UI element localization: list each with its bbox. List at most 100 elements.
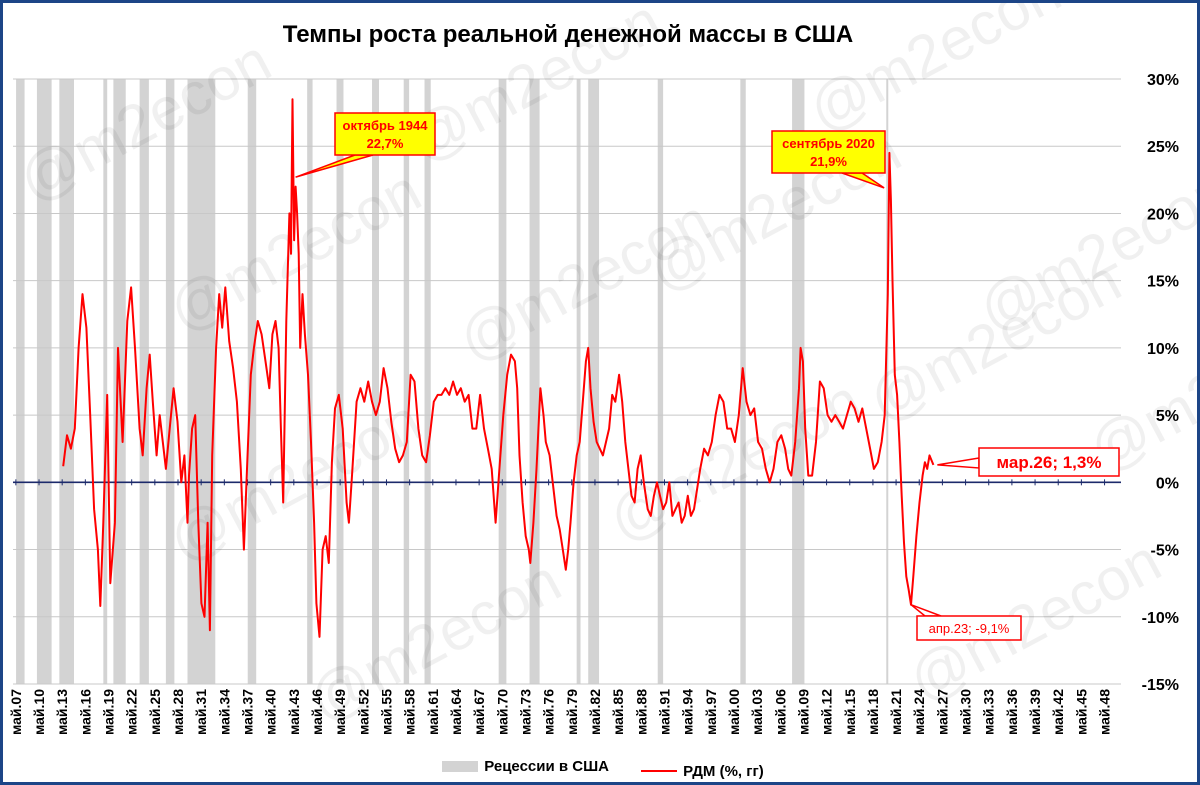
x-tick-label: май.18 — [865, 689, 881, 735]
x-tick-label: май.55 — [378, 689, 394, 735]
x-tick-label: май.09 — [795, 689, 811, 735]
callout-text-2020-date: сентябрь 2020 — [782, 136, 875, 151]
x-tick-label: май.82 — [587, 689, 603, 735]
x-tick-label: май.76 — [541, 689, 557, 735]
x-tick-label: май.36 — [1004, 689, 1020, 735]
y-tick-label: 10% — [1147, 341, 1179, 358]
legend: Рецессии в США РДМ (%, гг) — [3, 758, 1197, 780]
legend-label-series: РДМ (%, гг) — [683, 762, 764, 780]
callout-text-mar26: мар.26; 1,3% — [997, 453, 1102, 472]
recession-band — [336, 79, 344, 684]
x-tick-label: май.21 — [888, 689, 904, 735]
x-axis-labels: май.07 май.10 май.13 май.16 май.19 май.22 май.… — [8, 689, 1113, 735]
legend-label-recessions: Рецессии в США — [484, 758, 609, 775]
x-tick-label: май.30 — [958, 689, 974, 735]
y-tick-label: 0% — [1156, 475, 1179, 492]
x-tick-label: май.39 — [1027, 689, 1043, 735]
recession-band — [165, 79, 175, 684]
legend-item-recessions: Рецессии в США — [442, 758, 609, 775]
legend-swatch-series — [641, 770, 678, 772]
grid-lines — [13, 78, 1121, 685]
x-tick-label: май.15 — [842, 689, 858, 735]
x-tick-label: май.91 — [656, 689, 672, 735]
x-tick-label: май.22 — [124, 689, 140, 735]
x-tick-label: май.58 — [402, 689, 418, 735]
callout-box-apr23 — [916, 615, 1022, 641]
x-tick-label: май.10 — [31, 689, 47, 735]
y-tick-label: -10% — [1142, 610, 1179, 627]
series-line — [62, 98, 935, 638]
callout-text-2020-value: 21,9% — [810, 154, 847, 169]
recession-band — [59, 79, 74, 684]
chart-svg: @m2econ@m2econ@m2econ@m2econ@m2econ@m2ec… — [8, 3, 1197, 735]
recession-band — [792, 79, 805, 684]
callout-pointer-apr23 — [910, 603, 942, 617]
x-tick-label: май.12 — [819, 689, 835, 735]
x-tick-label: май.07 — [8, 689, 24, 735]
recession-band — [424, 79, 431, 684]
x-tick-label: май.19 — [101, 689, 117, 735]
x-tick-label: май.31 — [193, 689, 209, 735]
x-tick-label: май.28 — [170, 689, 186, 735]
x-tick-label: май.67 — [471, 689, 487, 735]
x-tick-label: май.13 — [54, 689, 70, 735]
callout-box-mar26 — [978, 447, 1120, 477]
x-tick-label: май.27 — [934, 689, 950, 735]
x-tick-label: май.42 — [1050, 689, 1066, 735]
chart-title: Темпы роста реальной денежной массы в СШ… — [282, 21, 854, 48]
x-tick-label: май.94 — [680, 689, 696, 735]
y-tick-label: 30% — [1147, 72, 1179, 89]
y-tick-label: 20% — [1147, 206, 1179, 223]
callout-text-apr23: апр.23; -9,1% — [929, 621, 1010, 636]
x-tick-label: май.24 — [911, 689, 927, 735]
legend-item-series: РДМ (%, гг) — [641, 763, 764, 780]
recession-band — [139, 79, 149, 684]
x-tick-label: май.85 — [610, 689, 626, 735]
x-tick-label: май.00 — [726, 689, 742, 735]
legend-swatch-recessions — [442, 761, 479, 772]
y-tick-label: -5% — [1151, 543, 1179, 560]
x-tick-label: май.64 — [448, 689, 464, 735]
x-tick-label: май.34 — [216, 689, 232, 735]
x-tick-label: май.03 — [749, 689, 765, 735]
x-tick-label: май.48 — [1097, 689, 1113, 735]
x-tick-label: май.70 — [494, 689, 510, 735]
series-line-group — [62, 98, 935, 638]
x-tick-label: май.79 — [564, 689, 580, 735]
y-tick-label: 25% — [1147, 139, 1179, 156]
recession-band — [307, 79, 313, 684]
callout-box-2020 — [771, 130, 886, 174]
x-tick-label: май.25 — [147, 689, 163, 735]
x-tick-label: май.49 — [332, 689, 348, 735]
callout-text-1944-date: октябрь 1944 — [343, 118, 429, 133]
x-tick-label: май.97 — [703, 689, 719, 735]
callout-text-1944-value: 22,7% — [367, 136, 404, 151]
x-tick-label: май.43 — [286, 689, 302, 735]
recession-band — [16, 79, 25, 684]
y-tick-label: 15% — [1147, 274, 1179, 291]
x-tick-label: май.16 — [77, 689, 93, 735]
recession-band — [740, 79, 746, 684]
recession-band — [247, 79, 257, 684]
annotations: октябрь 1944 22,7% сентябрь 2020 21,9% апр.2… — [295, 112, 1120, 641]
recession-band — [576, 79, 581, 684]
x-tick-label: май.06 — [772, 689, 788, 735]
x-tick-label: май.46 — [309, 689, 325, 735]
x-tick-label: май.40 — [263, 689, 279, 735]
recession-band — [103, 79, 108, 684]
x-tick-label: май.61 — [425, 689, 441, 735]
recession-band — [372, 79, 379, 684]
recession-band — [403, 79, 410, 684]
recession-band — [886, 79, 889, 684]
y-tick-label: -15% — [1142, 677, 1179, 694]
recession-bands — [16, 79, 889, 684]
x-tick-label: май.37 — [239, 689, 255, 735]
x-tick-label: май.73 — [517, 689, 533, 735]
y-tick-label: 5% — [1156, 408, 1179, 425]
recession-band — [657, 79, 664, 684]
y-axis-labels: -15% -10% -5% 0% 5% 10% 15% 20% 25% 30% — [1142, 72, 1179, 694]
recession-band — [529, 79, 540, 684]
callout-pointer-mar26 — [937, 457, 980, 469]
x-tick-label: май.52 — [355, 689, 371, 735]
